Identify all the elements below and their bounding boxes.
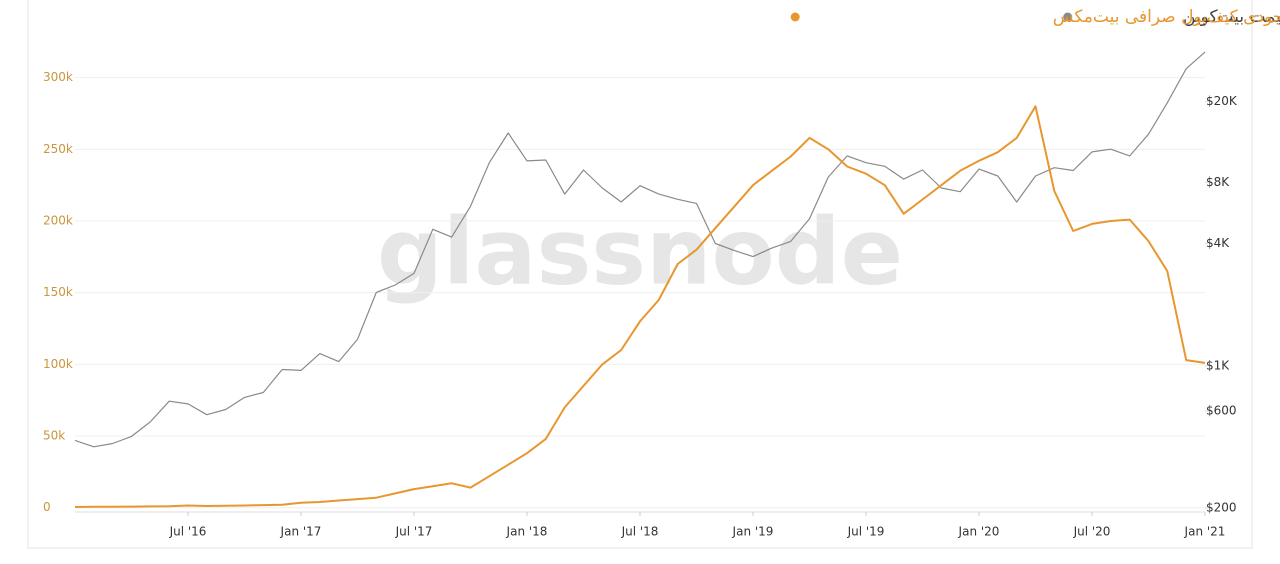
x-tick-label: Jul '20 [1073, 525, 1111, 539]
y-tick-label: 300k [43, 70, 73, 84]
legend-label: موجودی کیف‌پول صرافی بیت‌مکس [1053, 7, 1280, 27]
x-tick-label: Jul '19 [847, 525, 885, 539]
legend-swatch [1063, 12, 1073, 22]
x-tick-label: Jan '21 [1184, 525, 1226, 539]
legend-label: قیمت بیت‌کوین [1183, 7, 1280, 27]
y2-tick-label: $20K [1206, 94, 1238, 108]
x-tick-label: Jul '18 [621, 525, 659, 539]
y2-tick-label: $200 [1206, 500, 1237, 514]
y-tick-label: 0 [43, 500, 51, 514]
x-tick-label: Jan '18 [506, 525, 548, 539]
series-line [74, 51, 1206, 448]
y-tick-label: 250k [43, 142, 73, 156]
chart-frame [27, 0, 1253, 549]
y2-tick-label: $600 [1206, 403, 1237, 417]
x-tick-label: Jan '19 [732, 525, 774, 539]
y2-tick-label: $8K [1206, 175, 1230, 189]
y2-tick-label: $1K [1206, 358, 1230, 372]
y-tick-label: 100k [43, 357, 73, 371]
watermark: glassnode [377, 198, 903, 305]
x-tick-label: Jul '17 [395, 525, 433, 539]
series-line [74, 105, 1206, 508]
y2-tick-label: $4K [1206, 236, 1230, 250]
y-tick-label: 150k [43, 285, 73, 299]
x-tick-label: Jan '20 [958, 525, 1000, 539]
y-tick-label: 200k [43, 214, 73, 228]
x-tick-label: Jan '17 [280, 525, 322, 539]
x-tick-label: Jul '16 [169, 525, 207, 539]
legend-swatch [790, 12, 800, 22]
y-tick-label: 50k [43, 429, 65, 443]
